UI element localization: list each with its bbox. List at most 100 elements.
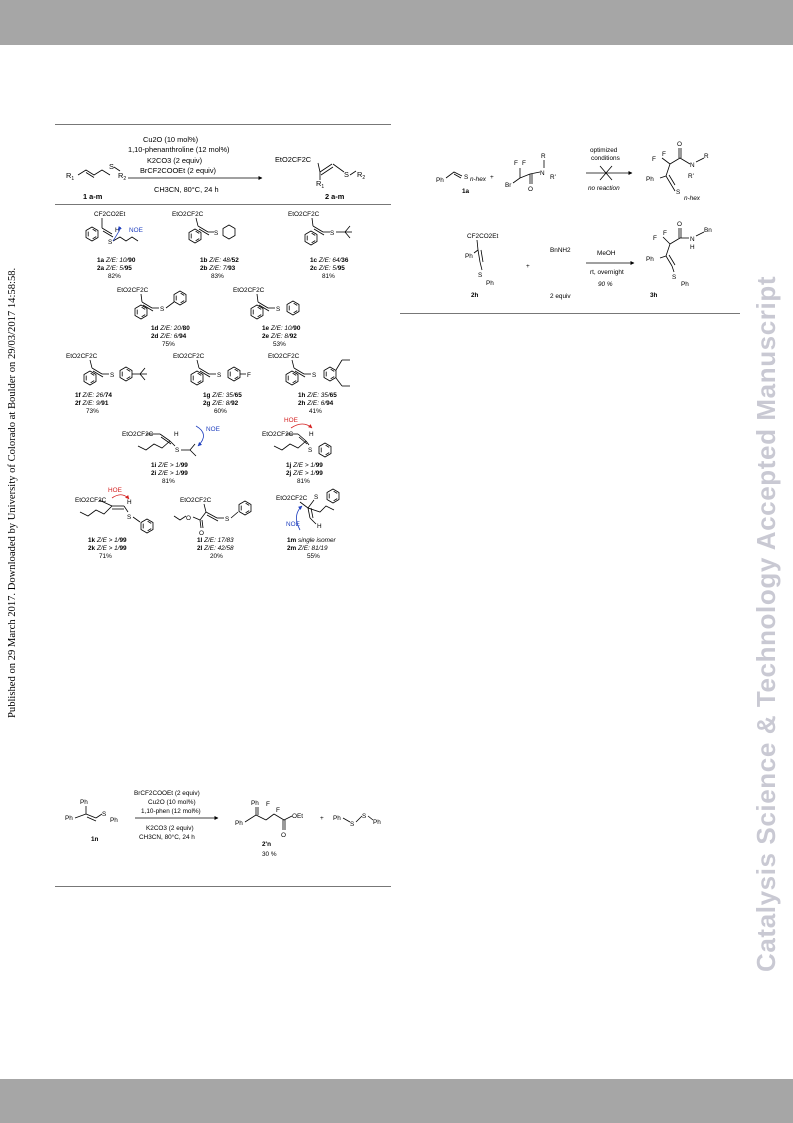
svg-text:20%: 20% (210, 553, 223, 560)
compound-a-structure: CF2CO2Et H S NOE (85, 211, 143, 246)
compound-c-structure: EtO2CF2C S (288, 211, 352, 246)
svg-text:S: S (108, 239, 112, 246)
svg-text:S: S (330, 230, 334, 237)
reagent-equiv: 2 equiv (550, 293, 571, 300)
svg-text:73%: 73% (86, 408, 99, 415)
svg-text:1c Z/E: 64/36: 1c Z/E: 64/36 (310, 257, 349, 264)
svg-text:EtO2CF2C: EtO2CF2C (268, 353, 300, 360)
svg-text:1f Z/E: 26/74: 1f Z/E: 26/74 (75, 392, 112, 399)
svg-text:82%: 82% (108, 273, 121, 280)
svg-text:81%: 81% (322, 273, 335, 280)
svg-text:EtO2CF2C: EtO2CF2C (276, 495, 308, 502)
bottom-condition-1: BrCF2COOEt (2 equiv) (134, 790, 200, 797)
svg-text:2l Z/E: 42/58: 2l Z/E: 42/58 (197, 545, 234, 552)
svg-text:83%: 83% (211, 273, 224, 280)
compound-f-caption: 1f Z/E: 26/74 2f Z/E: 9/91 73% (75, 392, 112, 415)
no-reaction-label: no reaction (588, 185, 620, 192)
svg-text:53%: 53% (273, 341, 286, 348)
svg-text:1b Z/E: 48/52: 1b Z/E: 48/52 (200, 257, 239, 264)
svg-text:81%: 81% (297, 478, 310, 485)
condition-line-1: Cu2O (10 mol%) (143, 135, 198, 144)
svg-text:2c Z/E: 5/95: 2c Z/E: 5/95 (310, 265, 345, 272)
reactant-label-1a: 1a (462, 188, 470, 195)
svg-text:NOE: NOE (286, 521, 300, 528)
svg-text:O: O (281, 832, 286, 839)
svg-text:S: S (160, 306, 164, 313)
svg-text:HOE: HOE (284, 417, 298, 424)
svg-text:NOE: NOE (129, 227, 143, 234)
svg-text:2e Z/E: 8/92: 2e Z/E: 8/92 (262, 333, 297, 340)
svg-text:S: S (110, 372, 114, 379)
product-label-2am: 2 a-m (325, 192, 345, 201)
compound-l-structure: EtO2CF2C O O S (173, 497, 252, 537)
compound-l-caption: 1l Z/E: 17/83 2l Z/E: 42/58 20% (197, 537, 234, 560)
bottom-condition-4: K2CO3 (2 equiv) (146, 825, 194, 832)
bottom-condition-3: 1,10-phen (12 mol%) (141, 808, 201, 815)
svg-text:1l Z/E: 17/83: 1l Z/E: 17/83 (197, 537, 234, 544)
svg-text:O: O (186, 515, 191, 522)
scheme-main-divider (55, 204, 391, 205)
compound-e-caption: 1e Z/E: 10/90 2e Z/E: 8/92 53% (262, 325, 301, 348)
svg-text:2k Z/E > 1/99: 2k Z/E > 1/99 (88, 545, 127, 552)
svg-text:S: S (127, 514, 131, 521)
compound-e-structure: EtO2CF2C S (233, 287, 300, 320)
svg-text:HOE: HOE (108, 487, 122, 494)
svg-text:1m single isomer: 1m single isomer (287, 537, 337, 544)
svg-text:S: S (314, 494, 318, 501)
svg-text:R1: R1 (316, 179, 324, 190)
nhex-label: n-hex (470, 176, 487, 183)
svg-text:F: F (663, 230, 667, 237)
svg-text:1i Z/E > 1/99: 1i Z/E > 1/99 (151, 462, 188, 469)
svg-text:EtO2CF2C: EtO2CF2C (75, 497, 107, 504)
svg-text:H: H (309, 431, 314, 438)
compound-d-caption: 1d Z/E: 20/80 2d Z/E: 6/94 75% (151, 325, 190, 348)
svg-text:71%: 71% (99, 553, 112, 560)
svg-text:F: F (514, 160, 518, 167)
svg-text:EtO2CF2C: EtO2CF2C (288, 211, 320, 218)
bottom-condition-2: Cu2O (10 mol%) (148, 799, 196, 806)
svg-text:H: H (690, 244, 695, 251)
reactant-label-1n: 1n (91, 836, 99, 843)
svg-text:+: + (526, 263, 530, 270)
svg-text:Ph: Ph (65, 815, 73, 822)
svg-text:Ph: Ph (486, 280, 494, 287)
svg-text:2f Z/E: 9/91: 2f Z/E: 9/91 (75, 400, 109, 407)
s-atom-label: S (109, 162, 114, 171)
svg-text:1e Z/E: 10/90: 1e Z/E: 10/90 (262, 325, 301, 332)
svg-text:Ph: Ph (235, 820, 243, 827)
svg-text:H: H (317, 523, 322, 530)
compound-j-caption: 1j Z/E > 1/99 2j Z/E > 1/99 81% (286, 462, 323, 485)
compound-k-caption: 1k Z/E > 1/99 2k Z/E > 1/99 71% (88, 537, 127, 560)
top-right-conditions-2: conditions (591, 155, 620, 162)
svg-text:+: + (490, 174, 494, 181)
svg-text:41%: 41% (309, 408, 322, 415)
svg-text:Ph: Ph (436, 177, 444, 184)
reagent-bnnh2: BnNH2 (550, 247, 571, 254)
compound-b-structure: EtO2CF2C S (172, 211, 236, 244)
compound-h-caption: 1h Z/E: 35/65 2h Z/E: 6/94 41% (298, 392, 337, 415)
svg-text:Ph: Ph (80, 799, 88, 806)
compound-d-structure: EtO2CF2C S (117, 287, 187, 320)
product-label-3h: 3h (650, 292, 658, 299)
bottom-band (0, 1079, 793, 1123)
bottom-condition-5: CH3CN, 80°C, 24 h (139, 833, 195, 841)
compound-b-caption: 1b Z/E: 48/52 2b Z/E: 7/93 83% (200, 257, 239, 280)
svg-text:F: F (522, 160, 526, 167)
r1-label: R1 (66, 171, 74, 182)
compound-i-caption: 1i Z/E > 1/99 2i Z/E > 1/99 81% (151, 462, 188, 485)
svg-text:S: S (312, 372, 316, 379)
svg-text:n-hex: n-hex (684, 195, 701, 202)
svg-text:Ph: Ph (333, 815, 341, 822)
svg-text:N: N (690, 236, 695, 243)
product-label-2n: 2'n (262, 841, 271, 848)
svg-text:2j Z/E > 1/99: 2j Z/E > 1/99 (286, 470, 323, 477)
svg-text:1h Z/E: 35/65: 1h Z/E: 35/65 (298, 392, 337, 399)
reactant-label-2h: 2h (471, 292, 479, 299)
svg-text:R': R' (688, 173, 694, 180)
svg-text:Ph: Ph (373, 819, 381, 826)
svg-text:H: H (115, 227, 120, 234)
compound-g-structure: EtO2CF2C S F (173, 353, 251, 386)
compound-g-caption: 1g Z/E: 35/65 2g Z/E: 8/92 60% (203, 392, 242, 415)
svg-text:1g Z/E: 35/65: 1g Z/E: 35/65 (203, 392, 242, 399)
